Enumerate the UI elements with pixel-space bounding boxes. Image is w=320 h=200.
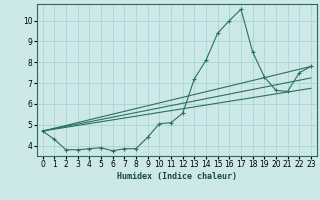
X-axis label: Humidex (Indice chaleur): Humidex (Indice chaleur) — [117, 172, 237, 181]
